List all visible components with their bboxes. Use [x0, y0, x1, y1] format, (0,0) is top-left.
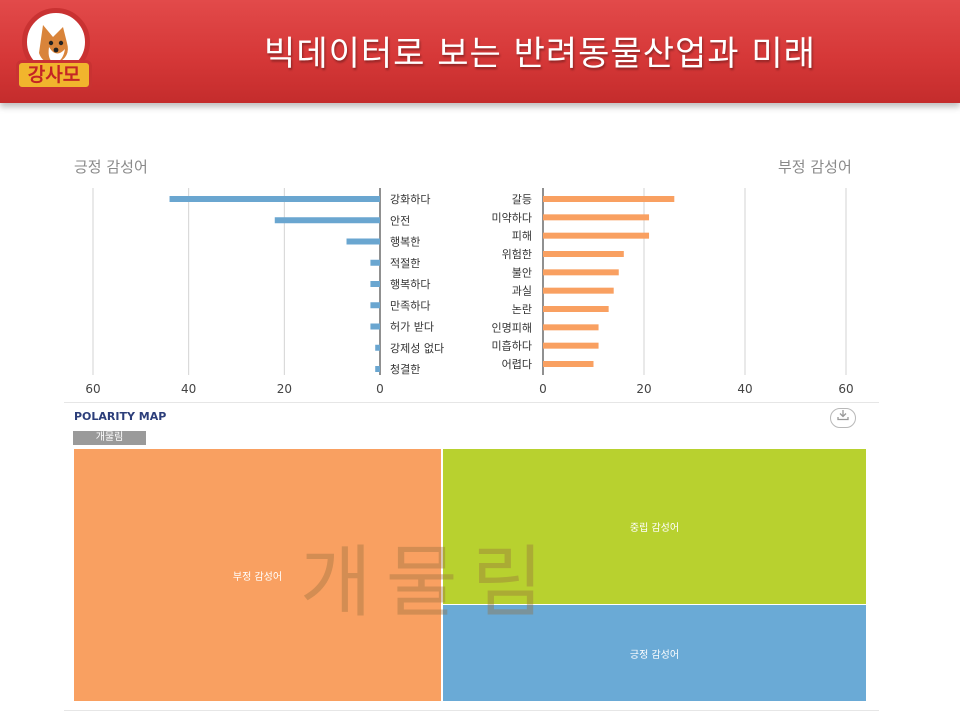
page-title: 빅데이터로 보는 반려동물산업과 미래: [264, 34, 816, 74]
category-label-positive: 적절한: [390, 257, 420, 270]
category-label-negative: 피해: [512, 229, 532, 243]
bar-positive: [274, 217, 380, 224]
bar-negative: [543, 269, 619, 276]
polarity-map-title: POLARITY MAP: [74, 410, 167, 423]
category-label-positive: 허가 받다: [390, 321, 434, 334]
category-label-negative: 미흡하다: [492, 339, 532, 353]
bar-negative: [543, 342, 599, 349]
positive-chart-title: 긍정 감성어: [74, 158, 148, 176]
category-label-positive: 청결한: [390, 363, 420, 376]
x-tick-left: 20: [277, 382, 292, 396]
bar-positive: [346, 238, 380, 245]
bar-positive: [370, 323, 380, 330]
category-label-negative: 인명피해: [492, 320, 532, 334]
negative-chart-title: 부정 감성어: [778, 158, 852, 176]
category-label-negative: 불안: [512, 266, 532, 279]
polarity-negative-label: 부정 감성어: [232, 571, 283, 583]
category-label-negative: 미약하다: [492, 210, 532, 224]
category-label-negative: 논란: [512, 303, 532, 316]
polarity-negative-region[interactable]: 부정 감성어: [74, 449, 441, 701]
bar-negative: [543, 306, 609, 312]
polarity-positive-label: 긍정 감성어: [629, 649, 680, 661]
keyword-filter-tag[interactable]: 개물림: [73, 431, 146, 445]
category-label-positive: 안전: [390, 214, 410, 227]
bar-positive: [370, 259, 380, 266]
category-label-positive: 강제성 없다: [390, 342, 444, 355]
category-label-negative: 어렵다: [502, 358, 532, 371]
category-label-negative: 위험한: [502, 248, 532, 261]
bar-positive: [375, 366, 380, 372]
bar-negative: [543, 214, 650, 221]
category-label-negative: 갈등: [512, 192, 532, 206]
x-tick-left: 40: [181, 382, 196, 396]
bar-negative: [543, 361, 594, 367]
x-tick-left: 60: [85, 382, 100, 396]
polarity-neutral-label: 중립 감성어: [629, 523, 680, 534]
bar-negative: [543, 251, 624, 257]
category-label-positive: 행복하다: [390, 277, 430, 291]
polarity-map-panel: [64, 402, 879, 710]
bar-positive: [375, 344, 380, 351]
bar-negative: [543, 196, 675, 202]
x-tick-right: 20: [636, 382, 651, 396]
polarity-map-bottom-border: [64, 710, 879, 711]
x-tick-right: 0: [539, 382, 547, 396]
polarity-positive-region[interactable]: 긍정 감성어: [443, 605, 866, 701]
bar-positive: [370, 281, 380, 287]
x-tick-left: 0: [376, 382, 384, 396]
category-label-positive: 행복한: [390, 236, 420, 249]
header-banner: 강사모 빅데이터로 보는 반려동물산업과 미래: [0, 0, 960, 103]
category-label-negative: 과실: [512, 285, 532, 298]
polarity-neutral-region[interactable]: 중립 감성어: [443, 449, 866, 604]
bar-negative: [543, 232, 650, 239]
logo: 강사모: [14, 8, 98, 96]
category-label-positive: 만족하다: [390, 298, 430, 312]
x-tick-right: 40: [737, 382, 752, 396]
bar-positive: [169, 196, 380, 202]
logo-text: 강사모: [16, 60, 92, 90]
category-label-positive: 강화하다: [390, 192, 430, 206]
download-icon[interactable]: [830, 408, 856, 428]
bar-negative: [543, 287, 614, 294]
x-tick-right: 60: [838, 382, 853, 396]
bar-positive: [370, 302, 380, 309]
bar-negative: [543, 324, 599, 331]
